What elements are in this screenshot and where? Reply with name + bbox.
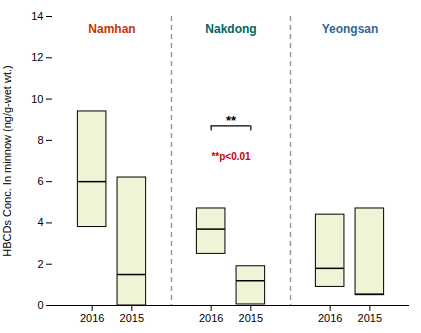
- svg-text:2015: 2015: [120, 312, 144, 324]
- svg-text:2015: 2015: [239, 312, 263, 324]
- svg-text:4: 4: [37, 216, 43, 228]
- svg-text:**: **: [226, 113, 237, 128]
- svg-text:HBCDs Conc. In minnow (ng/g-we: HBCDs Conc. In minnow (ng/g-wet wt.): [1, 65, 13, 256]
- svg-text:2015: 2015: [358, 312, 382, 324]
- svg-text:2016: 2016: [199, 312, 223, 324]
- svg-text:Yeongsan: Yeongsan: [322, 22, 379, 36]
- svg-text:10: 10: [31, 93, 43, 105]
- svg-text:2016: 2016: [318, 312, 342, 324]
- svg-text:Nakdong: Nakdong: [205, 22, 256, 36]
- svg-text:2016: 2016: [80, 312, 104, 324]
- svg-text:Namhan: Namhan: [88, 22, 135, 36]
- svg-text:**p<0.01: **p<0.01: [211, 151, 251, 162]
- svg-text:14: 14: [31, 10, 43, 22]
- svg-text:2: 2: [37, 258, 43, 270]
- svg-text:8: 8: [37, 134, 43, 146]
- svg-text:6: 6: [37, 175, 43, 187]
- svg-text:12: 12: [31, 51, 43, 63]
- svg-text:0: 0: [37, 299, 43, 311]
